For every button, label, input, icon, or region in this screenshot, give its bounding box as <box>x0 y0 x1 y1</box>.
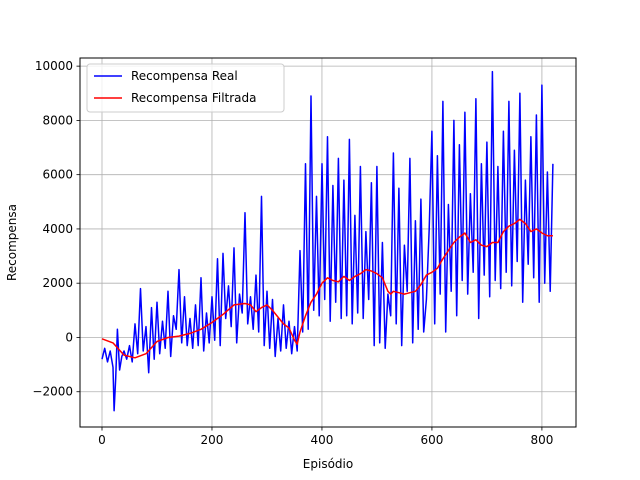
y-tick-label: 2000 <box>42 276 73 290</box>
x-tick-label: 400 <box>310 433 333 447</box>
y-tick-label: 0 <box>65 330 73 344</box>
series-line-0 <box>101 70 554 412</box>
x-tick-label: 0 <box>98 433 106 447</box>
y-tick-label: 10000 <box>35 59 73 73</box>
y-axis-label: Recompensa <box>5 204 19 281</box>
x-axis-label: Episódio <box>303 457 353 471</box>
x-tick-label: 800 <box>530 433 553 447</box>
plot-frame <box>79 57 577 428</box>
y-tick-label: −2000 <box>32 385 73 399</box>
series-lines <box>101 70 554 412</box>
legend: Recompensa Real Recompensa Filtrada <box>86 63 285 113</box>
y-tick-label: 4000 <box>42 222 73 236</box>
legend-label-filtered: Recompensa Filtrada <box>131 91 257 105</box>
legend-label-real: Recompensa Real <box>131 69 238 83</box>
y-tick-label: 8000 <box>42 113 73 127</box>
axis-ticks: 0 200 400 600 800 −2000 0 2000 4000 6000 8000 10000 <box>32 59 553 447</box>
x-tick-label: 600 <box>420 433 443 447</box>
series-line-1 <box>101 218 553 359</box>
legend-box <box>86 63 285 113</box>
y-tick-label: 6000 <box>42 168 73 182</box>
x-tick-label: 200 <box>201 433 224 447</box>
